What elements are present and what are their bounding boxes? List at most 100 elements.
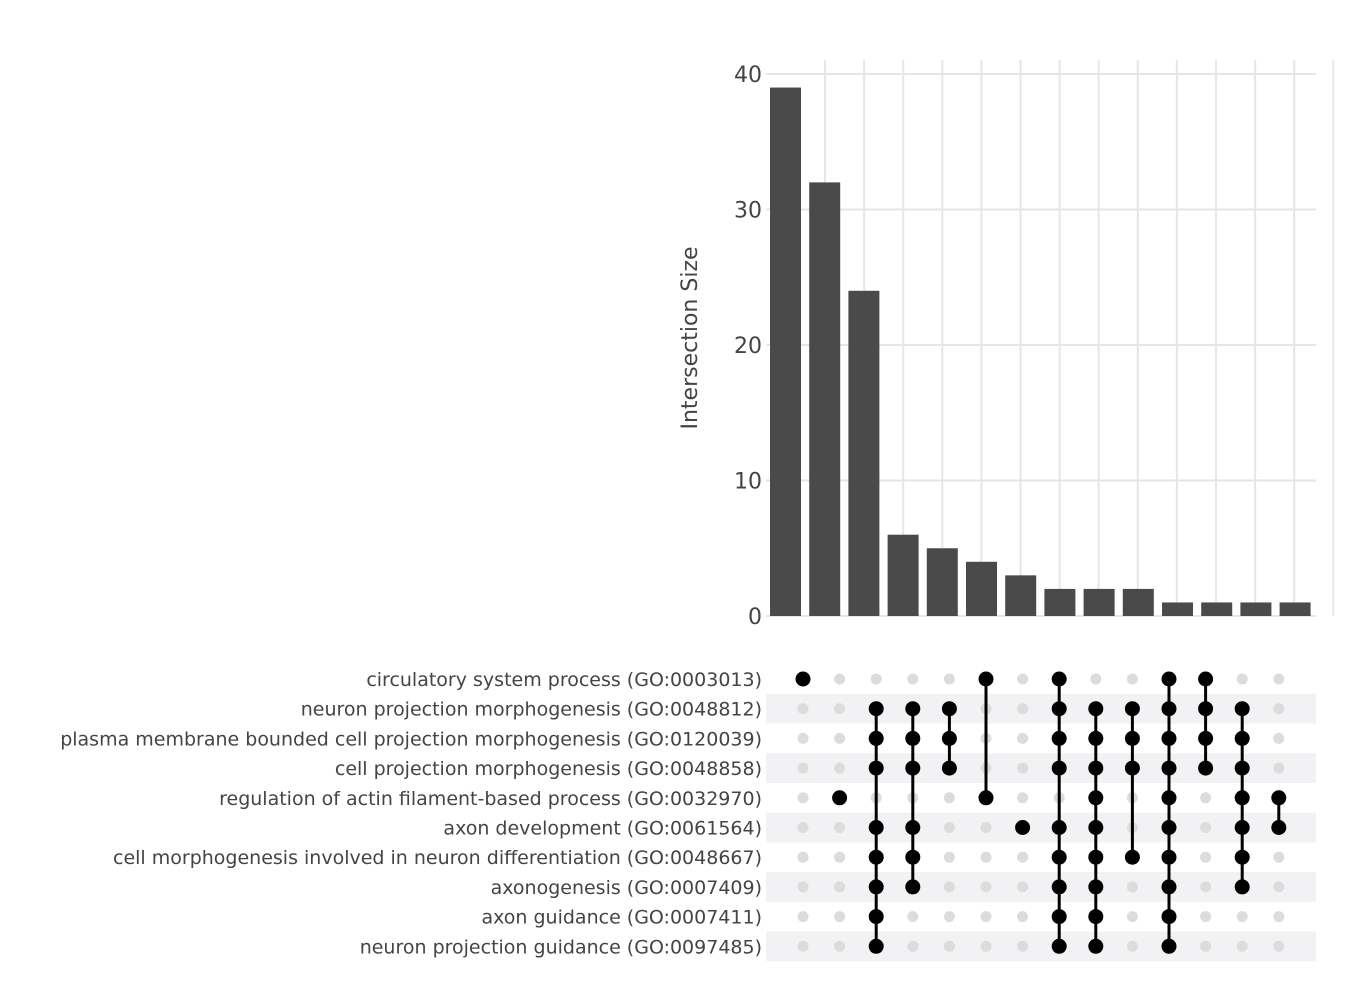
intersection-bar xyxy=(1162,602,1193,616)
set-label: regulation of actin filament-based proce… xyxy=(219,788,762,810)
matrix-dot-active xyxy=(1271,820,1287,835)
y-tick-label: 10 xyxy=(734,470,762,495)
matrix-dot-active xyxy=(1088,909,1104,925)
matrix-dot-inactive xyxy=(1236,940,1248,952)
matrix-dot-active xyxy=(1051,760,1067,776)
matrix-dot-inactive xyxy=(797,703,809,715)
matrix-dot-active xyxy=(1051,938,1067,954)
matrix-dot-active xyxy=(978,671,994,687)
matrix-dot-inactive xyxy=(943,911,955,923)
matrix-row-stripe xyxy=(766,872,1316,902)
matrix-dot-inactive xyxy=(797,732,809,744)
set-labels: circulatory system process (GO:0003013) n… xyxy=(60,669,762,958)
set-label: axon development (GO:0061564) xyxy=(443,818,762,840)
y-axis-title: Intersection Size xyxy=(678,246,703,429)
matrix-dot-inactive xyxy=(1236,911,1248,923)
matrix-dot-inactive xyxy=(1200,851,1212,863)
matrix-dot-inactive xyxy=(943,673,955,685)
matrix-dot-active xyxy=(1088,938,1104,954)
matrix-dot-inactive xyxy=(870,673,882,685)
matrix-dot-active xyxy=(1088,820,1104,835)
matrix-dot-inactive xyxy=(1273,940,1285,952)
matrix-dot-active xyxy=(868,760,884,776)
intersection-bar xyxy=(770,87,801,617)
matrix-dot-active xyxy=(1088,879,1104,895)
matrix-dot-active xyxy=(1234,820,1250,835)
matrix-dot-inactive xyxy=(1200,940,1212,952)
matrix-dot-inactive xyxy=(1090,673,1102,685)
matrix-dot-active xyxy=(1198,671,1214,687)
matrix-dot-active xyxy=(1124,730,1140,746)
matrix-dot-active xyxy=(868,701,884,717)
matrix-dot-active xyxy=(1051,820,1067,835)
matrix-dot-active xyxy=(1088,790,1104,806)
matrix-dot-inactive xyxy=(1273,673,1285,685)
matrix-dot-inactive xyxy=(1273,762,1285,774)
matrix-dot-active xyxy=(1015,820,1031,835)
matrix-dot-active xyxy=(1124,701,1140,717)
set-label: axonogenesis (GO:0007409) xyxy=(491,877,762,899)
matrix-dot-active xyxy=(1234,730,1250,746)
intersection-bar xyxy=(1044,588,1076,616)
matrix-dot-active xyxy=(1161,730,1177,746)
matrix-dot-inactive xyxy=(1273,911,1285,923)
matrix-dot-active xyxy=(1161,879,1177,895)
matrix-dot-active xyxy=(905,701,921,717)
matrix-row-stripe xyxy=(766,931,1316,962)
y-tick-label: 20 xyxy=(734,334,762,359)
matrix-dot-active xyxy=(905,760,921,776)
matrix-row-stripe xyxy=(766,812,1316,843)
matrix-dot-active xyxy=(1051,849,1067,865)
matrix-dot-inactive xyxy=(980,881,992,893)
matrix-dot-inactive xyxy=(834,940,846,952)
matrix-dot-active xyxy=(868,909,884,925)
matrix-dot-active xyxy=(1124,760,1140,776)
matrix-dot-active xyxy=(1234,701,1250,717)
matrix-dot-inactive xyxy=(1200,792,1212,804)
matrix-dot-active xyxy=(1088,849,1104,865)
matrix-dot-active xyxy=(1161,849,1177,865)
matrix-dot-inactive xyxy=(797,792,809,804)
matrix-row-stripes xyxy=(766,693,1316,962)
matrix-dot-inactive xyxy=(1017,732,1029,744)
intersection-bar xyxy=(809,182,841,616)
intersection-bar xyxy=(1279,602,1311,616)
intersection-matrix xyxy=(795,671,1287,954)
matrix-dot-inactive xyxy=(1017,911,1029,923)
matrix-dot-active xyxy=(1198,701,1214,717)
matrix-row-stripe xyxy=(766,753,1316,783)
matrix-dot-inactive xyxy=(980,822,992,833)
matrix-dot-inactive xyxy=(797,940,809,952)
matrix-dot-active xyxy=(868,820,884,835)
intersection-bar xyxy=(926,548,958,616)
matrix-dot-inactive xyxy=(1017,851,1029,863)
intersection-bar xyxy=(1005,575,1037,616)
set-label: plasma membrane bounded cell projection … xyxy=(60,728,762,750)
matrix-dot-active xyxy=(1161,701,1177,717)
matrix-dot-active xyxy=(1088,701,1104,717)
matrix-dot-active xyxy=(905,730,921,746)
set-label: cell morphogenesis involved in neuron di… xyxy=(113,847,762,869)
matrix-dot-inactive xyxy=(797,762,809,774)
matrix-dot-inactive xyxy=(943,792,955,804)
matrix-dot-inactive xyxy=(834,762,846,774)
matrix-dot-active xyxy=(1198,760,1214,776)
matrix-dot-inactive xyxy=(1017,881,1029,893)
matrix-dot-active xyxy=(868,849,884,865)
matrix-dot-active xyxy=(795,671,811,687)
matrix-dot-active xyxy=(905,849,921,865)
matrix-dot-active xyxy=(941,701,957,717)
matrix-dot-active xyxy=(1161,909,1177,925)
set-label: circulatory system process (GO:0003013) xyxy=(366,669,762,691)
matrix-dot-active xyxy=(1161,790,1177,806)
grid xyxy=(766,60,1335,617)
matrix-dot-inactive xyxy=(1017,703,1029,715)
y-axis-ticks: 0 10 20 30 40 xyxy=(734,63,762,630)
intersection-bar xyxy=(966,561,997,616)
matrix-dot-inactive xyxy=(1200,822,1212,833)
matrix-dot-active xyxy=(1161,760,1177,776)
matrix-dot-inactive xyxy=(907,940,919,952)
matrix-dot-inactive xyxy=(1126,673,1138,685)
matrix-dot-active xyxy=(905,879,921,895)
matrix-dot-inactive xyxy=(980,851,992,863)
